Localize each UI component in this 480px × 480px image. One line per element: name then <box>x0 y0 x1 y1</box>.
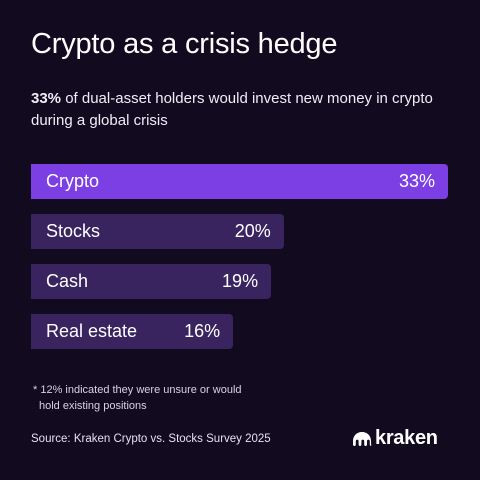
bar-label: Cash <box>46 271 89 291</box>
bar-chart: Crypto 33% Stocks 20% Cash 19% Real estate 16% <box>31 164 451 354</box>
bar-crypto: Crypto 33% <box>31 164 448 199</box>
footnote-line-2: hold existing positions <box>39 400 147 412</box>
subtitle-text: of dual-asset holders would invest new m… <box>31 90 433 129</box>
bar-value-label: 33% <box>398 171 435 191</box>
bar-value-label: 16% <box>184 321 221 341</box>
source-text: Source: Kraken Crypto vs. Stocks Survey … <box>31 433 271 445</box>
bar-label: Real estate <box>46 321 138 341</box>
bar-cash: Cash 19% <box>31 264 272 299</box>
bar-stocks: Stocks 20% <box>31 214 284 249</box>
subtitle-highlight: 33% <box>31 90 62 107</box>
bar-label: Stocks <box>46 221 101 241</box>
bar-value-label: 20% <box>234 221 271 241</box>
bar-real-estate: Real estate 16% <box>31 314 234 349</box>
chart-title: Crypto as a crisis hedge <box>31 28 338 60</box>
footnote: * 12% indicated they were unsure or woul… <box>33 382 333 414</box>
chart-subtitle: 33% of dual-asset holders would invest n… <box>31 88 451 132</box>
bar-value-label: 19% <box>222 271 259 291</box>
kraken-logo: kraken <box>352 427 438 450</box>
kraken-logo-text: kraken <box>375 427 438 449</box>
bar-label: Crypto <box>46 171 100 191</box>
footnote-line-1: * 12% indicated they were unsure or woul… <box>33 384 242 396</box>
kraken-logo-icon <box>353 431 372 446</box>
